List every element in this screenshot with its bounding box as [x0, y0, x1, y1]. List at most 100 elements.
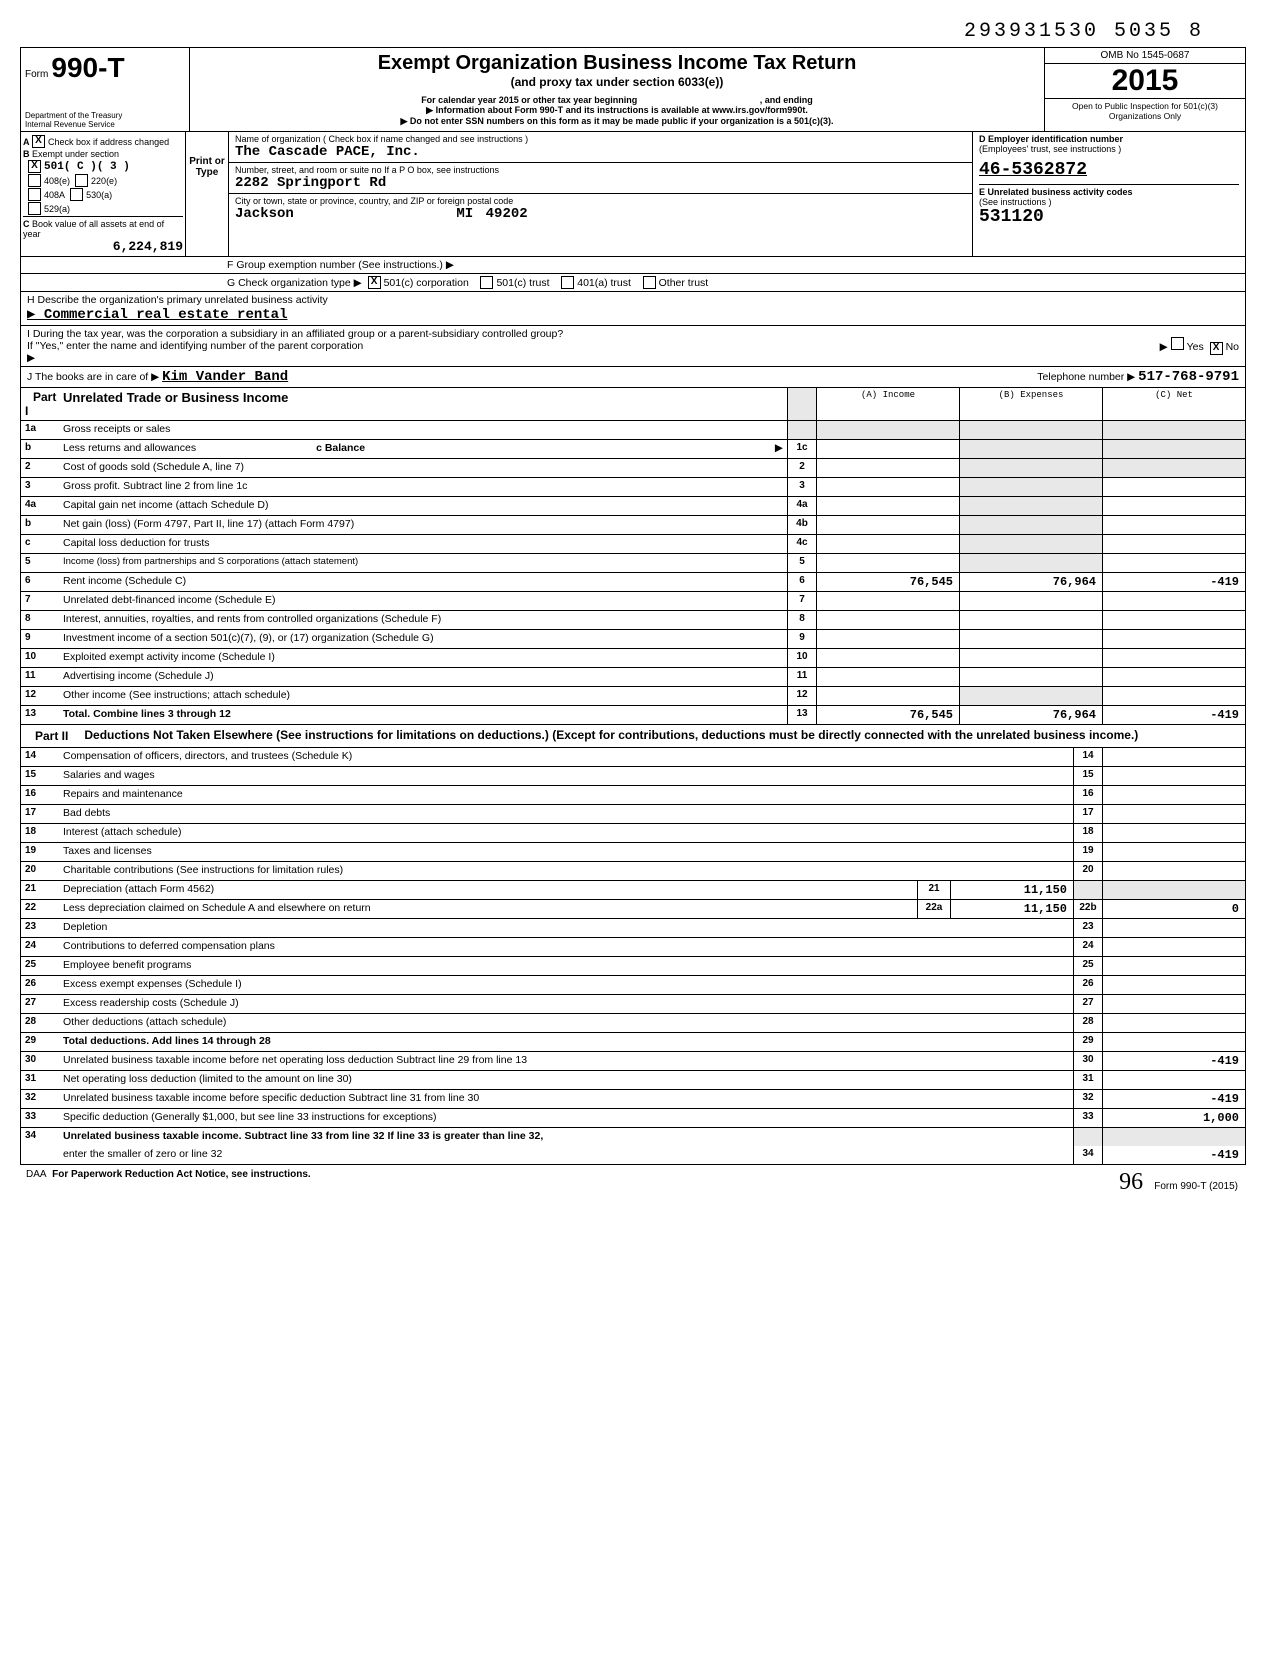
l2: Cost of goods sold (Schedule A, line 7)	[59, 459, 787, 477]
g-label: G Check organization type ▶	[227, 277, 362, 289]
p2-l26: Excess exempt expenses (Schedule I)	[59, 976, 1073, 994]
telephone: 517-768-9791	[1138, 369, 1239, 385]
g-opt2: 501(c) trust	[496, 277, 549, 289]
label-exempt-under: Exempt under section	[32, 149, 119, 159]
p2-l19: Taxes and licenses	[59, 843, 1073, 861]
p2-l18: Interest (attach schedule)	[59, 824, 1073, 842]
p2-l21: Depreciation (attach Form 4562)	[59, 881, 917, 899]
j-label: J The books are in care of ▶	[27, 371, 159, 383]
f-label: F Group exemption number (See instructio…	[227, 259, 454, 271]
p2-l16: Repairs and maintenance	[59, 786, 1073, 804]
info-line: ▶ Information about Form 990-T and its i…	[194, 105, 1040, 116]
p2-l25: Employee benefit programs	[59, 957, 1073, 975]
address: 2282 Springport Rd	[235, 175, 966, 191]
l22a-val: 11,150	[950, 900, 1073, 918]
sec-220e: 220(e)	[91, 176, 117, 186]
sec-408a: 408A	[44, 190, 65, 200]
header-left: Form 990-T Department of the Treasury In…	[21, 48, 190, 131]
name-label: Name of organization ( Check box if name…	[235, 134, 966, 144]
checkbox-other-trust[interactable]	[643, 276, 656, 289]
omb: OMB No 1545-0687	[1045, 48, 1245, 64]
dept: Department of the Treasury	[25, 111, 122, 120]
e-sub: (See instructions )	[979, 197, 1239, 207]
daa: DAA	[26, 1169, 47, 1180]
checkbox-408a[interactable]	[28, 188, 41, 201]
l4c: Capital loss deduction for trusts	[59, 535, 787, 553]
zip: 49202	[486, 206, 528, 222]
l4a: Capital gain net income (attach Schedule…	[59, 497, 787, 515]
l3: Gross profit. Subtract line 2 from line …	[59, 478, 787, 496]
checkbox-address-changed[interactable]: X	[32, 135, 45, 148]
p2-l33: Specific deduction (Generally $1,000, bu…	[59, 1109, 1073, 1127]
l1b: Less returns and allowances	[63, 442, 196, 454]
city-label: City or town, state or province, country…	[235, 196, 966, 206]
ein-sub: (Employees' trust, see instructions )	[979, 144, 1239, 154]
l6: Rent income (Schedule C)	[59, 573, 787, 591]
l6-a: 76,545	[816, 573, 959, 591]
checkbox-408e[interactable]	[28, 174, 41, 187]
checkbox-yes[interactable]	[1171, 337, 1184, 350]
p2-l17: Bad debts	[59, 805, 1073, 823]
footer: DAA For Paperwork Reduction Act Notice, …	[20, 1165, 1244, 1200]
checkbox-501c[interactable]: X	[28, 160, 41, 173]
l22b-val: 0	[1102, 900, 1245, 918]
l1a: Gross receipts or sales	[59, 421, 787, 439]
name-section: Name of organization ( Check box if name…	[229, 132, 973, 256]
sec-501c: 501( C )( 3 )	[44, 161, 130, 173]
sec-408e: 408(e)	[44, 176, 70, 186]
g-opt3: 401(a) trust	[577, 277, 631, 289]
p2-l15: Salaries and wages	[59, 767, 1073, 785]
info-block: A XCheck box if address changed B Exempt…	[21, 132, 1245, 257]
part1-title: Unrelated Trade or Business Income	[59, 388, 787, 420]
ssn-line: ▶ Do not enter SSN numbers on this form …	[194, 116, 1040, 127]
paperwork: For Paperwork Reduction Act Notice, see …	[52, 1169, 311, 1180]
l13: Total. Combine lines 3 through 12	[59, 706, 787, 724]
l7: Unrelated debt-financed income (Schedule…	[59, 592, 787, 610]
header-right: OMB No 1545-0687 2015 Open to Public Ins…	[1044, 48, 1245, 131]
l10: Exploited exempt activity income (Schedu…	[59, 649, 787, 667]
e-label: E Unrelated business activity codes	[979, 184, 1239, 197]
form-990t: Form 990-T Department of the Treasury In…	[20, 47, 1246, 1165]
form-number: 990-T	[51, 52, 124, 83]
l32-val: -419	[1102, 1090, 1245, 1108]
checkbox-220e[interactable]	[75, 174, 88, 187]
l33-val: 1,000	[1102, 1109, 1245, 1127]
form-title: Exempt Organization Business Income Tax …	[194, 52, 1040, 75]
p2-l20: Charitable contributions (See instructio…	[59, 862, 1073, 880]
part2-header: Part II Deductions Not Taken Elsewhere (…	[21, 725, 1245, 748]
irs: Internal Revenue Service	[25, 120, 122, 129]
cal-line: For calendar year 2015 or other tax year…	[421, 95, 637, 105]
ein-section: D Employer identification number (Employ…	[973, 132, 1245, 256]
l11: Advertising income (Schedule J)	[59, 668, 787, 686]
no: No	[1226, 341, 1239, 353]
checkbox-no[interactable]: X	[1210, 342, 1223, 355]
book-value: 6,224,819	[23, 239, 183, 254]
p2-l27: Excess readership costs (Schedule J)	[59, 995, 1073, 1013]
checkbox-529a[interactable]	[28, 202, 41, 215]
p2-l23: Depletion	[59, 919, 1073, 937]
l13-b: 76,964	[959, 706, 1102, 724]
p2-l14: Compensation of officers, directors, and…	[59, 748, 1073, 766]
print-or-type: Print or Type	[186, 132, 229, 256]
checkbox-530a[interactable]	[70, 188, 83, 201]
g-opt1: 501(c) corporation	[384, 277, 469, 289]
h-value: ▶ Commercial real estate rental	[27, 306, 1239, 323]
p2-l34: Unrelated business taxable income. Subtr…	[63, 1130, 543, 1142]
stamp-number: 293931530 5035 8	[20, 20, 1244, 43]
checkbox-401a-trust[interactable]	[561, 276, 574, 289]
i-label: I During the tax year, was the corporati…	[27, 328, 1160, 340]
col-c-header: (C) Net	[1102, 388, 1245, 420]
l9: Investment income of a section 501(c)(7)…	[59, 630, 787, 648]
addr-label: Number, street, and room or suite no If …	[235, 165, 966, 175]
part2-title: Deductions Not Taken Elsewhere (See inst…	[84, 728, 1138, 744]
p2-l22: Less depreciation claimed on Schedule A …	[59, 900, 917, 918]
section-c-label: Book value of all assets at end of year	[23, 219, 164, 239]
tax-year: 2015	[1045, 64, 1245, 98]
sec-529a: 529(a)	[44, 204, 70, 214]
checkbox-501c-corp[interactable]: X	[368, 276, 381, 289]
checkbox-501c-trust[interactable]	[480, 276, 493, 289]
city: Jackson	[235, 206, 294, 222]
l12: Other income (See instructions; attach s…	[59, 687, 787, 705]
i-sub: If "Yes," enter the name and identifying…	[27, 340, 1160, 352]
form-subtitle: (and proxy tax under section 6033(e))	[194, 75, 1040, 89]
